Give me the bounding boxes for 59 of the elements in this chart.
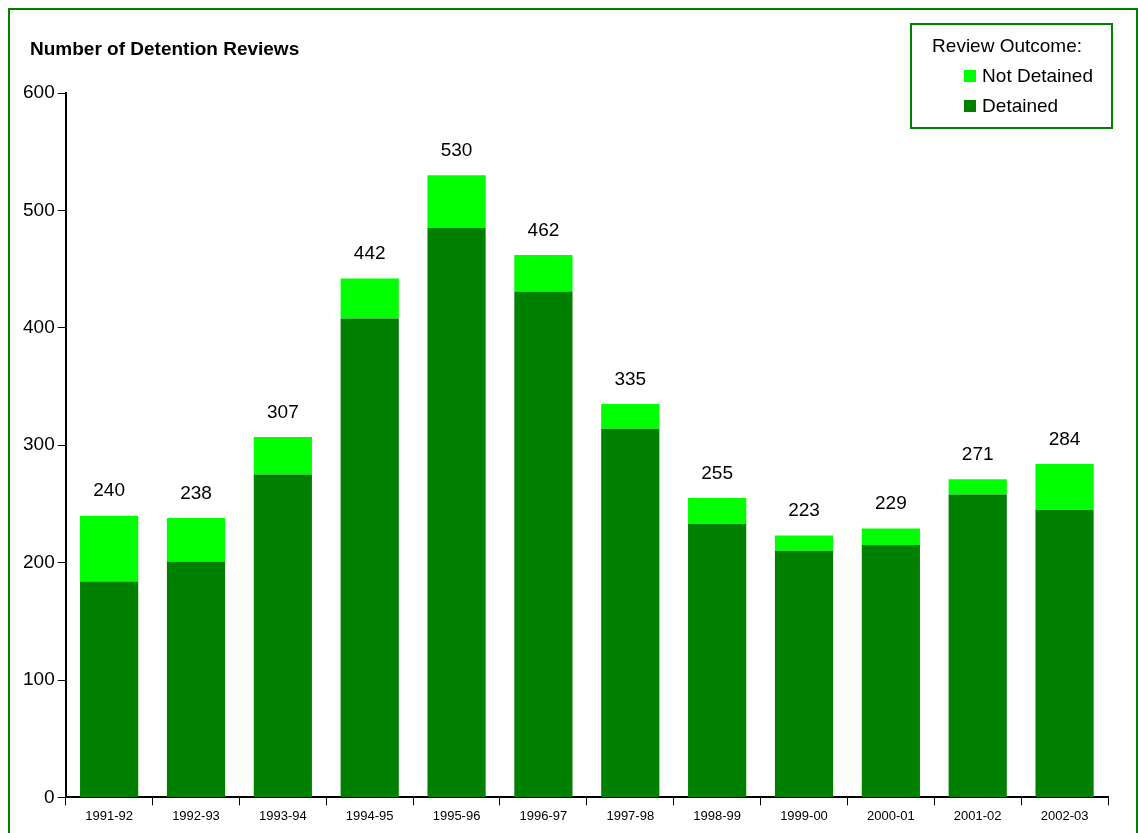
total-label: 530 <box>440 138 473 160</box>
y-tick-label: 0 <box>44 785 55 807</box>
total-label: 229 <box>875 492 907 514</box>
y-axis-title: Number of Detention Reviews <box>30 38 300 60</box>
total-label: 238 <box>180 481 212 503</box>
bar <box>253 436 312 475</box>
bar <box>688 498 747 524</box>
bar <box>601 428 660 797</box>
x-tick-label: 1993-94 <box>258 807 307 823</box>
legend-label: Detained <box>982 95 1059 117</box>
y-tick-label: 600 <box>23 81 55 103</box>
bar <box>948 479 1007 495</box>
bar <box>861 544 920 797</box>
bar <box>514 291 573 797</box>
bar <box>166 517 226 562</box>
bar <box>340 278 399 319</box>
bar <box>601 404 660 429</box>
bar <box>80 515 139 582</box>
y-tick-label: 400 <box>23 316 55 338</box>
x-tick-label: 1999-00 <box>780 807 828 823</box>
bar <box>166 561 226 797</box>
x-tick-label: 1994-95 <box>345 807 394 823</box>
total-label: 240 <box>93 479 125 501</box>
bar <box>514 255 573 292</box>
total-label: 335 <box>614 367 647 389</box>
bar <box>427 175 486 229</box>
bar <box>340 318 399 797</box>
bar <box>774 535 834 551</box>
legend-title: Review Outcome: <box>932 35 1084 57</box>
x-tick-label: 2002-03 <box>1040 807 1089 823</box>
total-label: 271 <box>961 442 994 464</box>
x-tick-label: 1992-93 <box>172 807 220 823</box>
x-tick-label: 1998-99 <box>693 807 741 823</box>
x-tick-label: 2000-01 <box>866 807 915 823</box>
total-label: 307 <box>266 400 299 422</box>
x-tick-label: 1997-98 <box>606 807 655 823</box>
x-tick-label: 1995-96 <box>432 807 481 823</box>
x-tick-label: 1996-97 <box>519 807 568 823</box>
bar <box>253 474 312 797</box>
y-tick-label: 300 <box>23 433 55 455</box>
total-label: 442 <box>353 242 386 264</box>
bar <box>861 528 920 545</box>
legend-label: Not Detained <box>982 65 1093 87</box>
y-tick-label: 200 <box>23 550 55 572</box>
bar <box>688 523 747 797</box>
x-tick-label: 2001-02 <box>953 807 1002 823</box>
bar <box>427 228 486 797</box>
total-label: 462 <box>527 218 560 240</box>
total-label: 284 <box>1048 427 1081 449</box>
total-label: 255 <box>701 461 733 483</box>
x-tick-label: 1991-92 <box>85 807 133 823</box>
y-tick-label: 100 <box>23 668 55 690</box>
bar <box>1035 509 1094 797</box>
bar <box>774 550 834 797</box>
bar <box>80 581 139 797</box>
bar <box>948 494 1007 797</box>
y-tick-label: 500 <box>23 198 55 220</box>
total-label: 223 <box>788 499 820 521</box>
bar <box>1035 463 1094 510</box>
